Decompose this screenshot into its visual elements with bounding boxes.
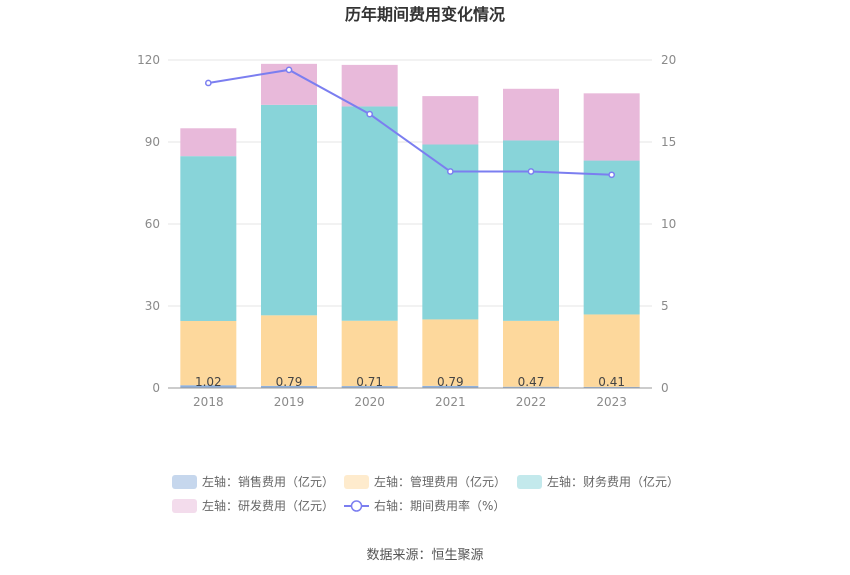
legend-label[interactable]: 左轴：研发费用（亿元） bbox=[202, 498, 334, 513]
bar-segment-1[interactable] bbox=[583, 314, 640, 387]
bar-segment-3[interactable] bbox=[341, 64, 398, 107]
x-tick-label: 2021 bbox=[435, 395, 466, 409]
bar-segment-2[interactable] bbox=[583, 160, 640, 315]
bar-segment-0[interactable] bbox=[422, 385, 479, 388]
bar-segment-2[interactable] bbox=[261, 104, 317, 316]
bar-segment-1[interactable] bbox=[422, 319, 479, 386]
bar-segment-1[interactable] bbox=[341, 320, 398, 387]
legend-label[interactable]: 左轴：财务费用（亿元） bbox=[547, 474, 679, 489]
legend-label[interactable]: 左轴：销售费用（亿元） bbox=[202, 474, 334, 489]
x-tick-label: 2020 bbox=[354, 395, 385, 409]
bar-segment-3[interactable] bbox=[422, 96, 479, 145]
y-right-tick-label: 5 bbox=[661, 299, 669, 313]
y-left-tick-label: 30 bbox=[145, 299, 160, 313]
bar-segment-0[interactable] bbox=[583, 386, 640, 388]
legend-label[interactable]: 右轴：期间费用率（%） bbox=[374, 498, 505, 513]
axes: 0 30 60 90 120 0 5 10 15 20 2018 2019 2020 2021 2022 20… bbox=[137, 53, 676, 409]
y-right-tick-label: 10 bbox=[661, 217, 676, 231]
y-left-tick-label: 60 bbox=[145, 217, 160, 231]
bar-segment-1[interactable] bbox=[503, 320, 559, 387]
data-label: 0.47 bbox=[518, 375, 545, 389]
bar-segment-2[interactable] bbox=[503, 140, 559, 321]
x-tick-label: 2019 bbox=[274, 395, 305, 409]
rate-point[interactable] bbox=[366, 110, 374, 118]
legend-label[interactable]: 左轴：管理费用（亿元） bbox=[374, 474, 506, 489]
rate-point[interactable] bbox=[285, 66, 293, 74]
y-right-tick-label: 20 bbox=[661, 53, 676, 67]
bar-segment-2[interactable] bbox=[180, 156, 237, 321]
y-left-tick-label: 120 bbox=[137, 53, 160, 67]
bar-segment-0[interactable] bbox=[180, 385, 237, 388]
data-label: 1.02 bbox=[195, 375, 222, 389]
data-label: 0.71 bbox=[356, 375, 383, 389]
line-layer bbox=[204, 66, 616, 179]
rate-point[interactable] bbox=[527, 168, 535, 175]
gridlines bbox=[168, 59, 652, 307]
bar-segment-3[interactable] bbox=[583, 93, 640, 161]
rate-point[interactable] bbox=[204, 79, 212, 87]
legend[interactable]: 左轴：销售费用（亿元） 左轴：管理费用（亿元） 左轴：财务费用（亿元） 左轴：研发费用… bbox=[172, 474, 679, 513]
legend-line-marker[interactable] bbox=[350, 500, 363, 512]
data-label: 0.41 bbox=[598, 375, 625, 389]
rate-line bbox=[208, 68, 612, 176]
legend-swatch[interactable] bbox=[517, 475, 542, 489]
bar-segment-3[interactable] bbox=[503, 88, 559, 141]
x-tick-label: 2023 bbox=[596, 395, 627, 409]
bar-segment-0[interactable] bbox=[341, 386, 398, 388]
legend-swatch[interactable] bbox=[172, 475, 197, 489]
bar-segment-1[interactable] bbox=[180, 320, 237, 386]
data-label-layer: 1.02 0.79 0.71 0.79 0.47 0.41 bbox=[195, 375, 625, 389]
bar-segment-0[interactable] bbox=[261, 385, 317, 388]
data-label: 0.79 bbox=[437, 375, 464, 389]
legend-swatch[interactable] bbox=[344, 475, 369, 489]
y-left-tick-label: 90 bbox=[145, 135, 160, 149]
bar-segment-0[interactable] bbox=[503, 386, 559, 388]
data-label: 0.79 bbox=[276, 375, 303, 389]
bar-segment-3[interactable] bbox=[180, 128, 237, 157]
bar-segment-2[interactable] bbox=[341, 106, 398, 321]
chart-title: 历年期间费用变化情况 bbox=[345, 5, 505, 24]
rate-point[interactable] bbox=[608, 171, 616, 179]
x-tick-label: 2018 bbox=[193, 395, 224, 409]
bar-layer bbox=[180, 63, 640, 388]
rate-point[interactable] bbox=[446, 168, 454, 175]
y-right-tick-label: 15 bbox=[661, 135, 676, 149]
legend-swatch[interactable] bbox=[172, 499, 197, 513]
y-right-tick-label: 0 bbox=[661, 381, 669, 395]
x-tick-label: 2022 bbox=[516, 395, 547, 409]
source-text: 数据来源：恒生聚源 bbox=[366, 548, 483, 563]
y-left-tick-label: 0 bbox=[152, 381, 160, 395]
bar-segment-1[interactable] bbox=[261, 315, 317, 386]
